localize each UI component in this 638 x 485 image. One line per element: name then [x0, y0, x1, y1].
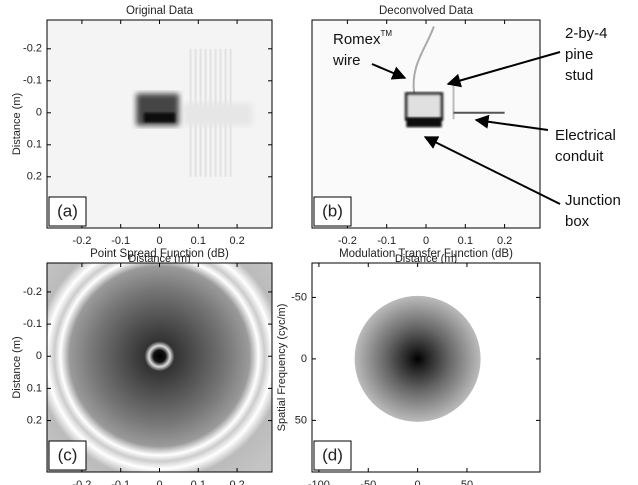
- x-tick-label: 0.2: [229, 479, 244, 485]
- y-tick-label: -0.1: [23, 318, 42, 330]
- box-bottom: [406, 117, 442, 128]
- y-tick-label: 0.2: [27, 414, 42, 426]
- y-axis-label: Spatial Frequency (cyc/m): [276, 304, 288, 432]
- x-axis-label: Distance (m): [128, 253, 190, 265]
- title: Original Data: [126, 5, 194, 17]
- y-tick-label: 0: [301, 353, 307, 365]
- panel-label-box: [313, 196, 352, 227]
- title: Modulation Transfer Function (dB): [339, 248, 513, 260]
- x-tick-label: 0.2: [497, 235, 512, 247]
- x-tick-label: 0: [156, 235, 162, 247]
- image: [312, 263, 540, 472]
- annotation: RomexTM: [333, 29, 392, 48]
- x-tick-label: 0: [423, 235, 429, 247]
- annotation: stud: [565, 67, 593, 84]
- x-tick-label: -0.1: [377, 235, 396, 247]
- x-tick-label: 50: [461, 479, 473, 485]
- x-tick-label: -0.2: [72, 235, 91, 247]
- y-axis-label: Distance (m): [11, 93, 23, 155]
- image: [47, 263, 272, 472]
- stud: [412, 26, 435, 94]
- panel-label: (b): [322, 201, 343, 220]
- x-tick-label: 0: [156, 479, 162, 485]
- arrow: [474, 114, 549, 131]
- target: [143, 112, 176, 123]
- y-tick-label: -0.2: [23, 43, 42, 55]
- box: [404, 92, 444, 121]
- mtf: [354, 295, 481, 422]
- x-tick-label: -0.2: [338, 235, 357, 247]
- arrow: [446, 51, 561, 88]
- x-tick-label: -0.1: [111, 479, 130, 485]
- annotation: pine: [565, 46, 593, 63]
- annotation: box: [565, 213, 590, 230]
- arrow: [371, 63, 407, 80]
- x-tick-label: 0: [415, 479, 421, 485]
- title: Point Spread Function (dB): [90, 248, 229, 260]
- x-tick-label: 0.2: [229, 235, 244, 247]
- annotation: Electrical: [555, 127, 616, 144]
- x-tick-label: 0.1: [458, 235, 473, 247]
- y-tick-label: 50: [295, 414, 307, 426]
- artifact: [182, 103, 253, 126]
- y-tick-label: -0.1: [23, 75, 42, 87]
- psf: [47, 263, 272, 472]
- y-tick-label: -50: [291, 291, 307, 303]
- y-tick-label: 0.1: [27, 382, 42, 394]
- annotation: wire: [332, 52, 361, 69]
- y-tick-label: 0: [36, 107, 42, 119]
- y-axis-label: Distance (m): [11, 336, 23, 398]
- annotation: 2-by-4: [565, 25, 608, 42]
- x-axis-label: Distance (m): [395, 253, 457, 265]
- title: Deconvolved Data: [379, 5, 474, 17]
- x-tick-label: -0.2: [72, 479, 91, 485]
- x-tick-label: 0.1: [191, 479, 206, 485]
- panel-label: (d): [322, 445, 343, 464]
- annotation: conduit: [555, 148, 604, 165]
- y-tick-label: 0.1: [27, 139, 42, 151]
- x-tick-label: -0.1: [111, 235, 130, 247]
- x-tick-label: 0.1: [191, 235, 206, 247]
- image: [47, 20, 272, 228]
- y-tick-label: -0.2: [23, 286, 42, 298]
- frame: [311, 262, 541, 473]
- y-tick-label: 0: [36, 350, 42, 362]
- annotation: Junction: [565, 192, 621, 209]
- annotation-sup: TM: [381, 29, 393, 38]
- panel-label: (c): [58, 445, 78, 464]
- y-tick-label: 0.2: [27, 171, 42, 183]
- panel-label-box: [48, 440, 87, 471]
- arrow: [423, 136, 561, 205]
- panel-label-box: [313, 440, 352, 471]
- panel-label-box: [48, 196, 87, 227]
- x-tick-label: -100: [308, 479, 330, 485]
- x-tick-label: -50: [360, 479, 376, 485]
- panel-label: (a): [57, 201, 78, 220]
